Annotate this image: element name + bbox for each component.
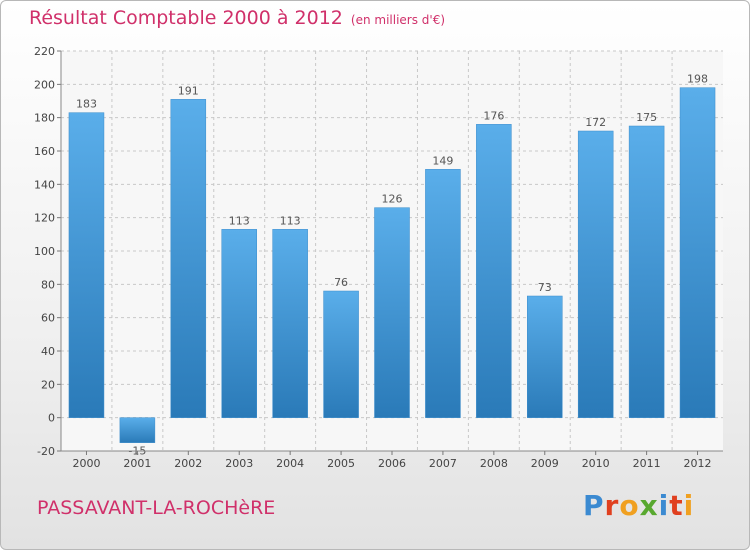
bar xyxy=(476,124,512,418)
x-tick-label: 2000 xyxy=(72,457,100,470)
data-label: 113 xyxy=(229,214,250,227)
y-tick-label: 180 xyxy=(34,112,55,125)
chart-title: Résultat Comptable 2000 à 2012 (en millie… xyxy=(29,7,445,29)
y-tick-label: 0 xyxy=(48,412,55,425)
x-tick-label: 2004 xyxy=(276,457,304,470)
logo-letter: t xyxy=(669,489,684,522)
y-tick-label: -20 xyxy=(37,445,55,458)
data-label: 76 xyxy=(334,276,348,289)
data-label: 149 xyxy=(432,154,453,167)
logo-letter: r xyxy=(604,489,620,522)
data-label: 73 xyxy=(538,281,552,294)
data-label: 183 xyxy=(76,98,97,111)
logo-letter: i xyxy=(683,489,695,522)
y-tick-label: 120 xyxy=(34,212,55,225)
axes: -20 0 20 40 60 80 100 120 140 160 180 200 220 2000 200… xyxy=(34,45,723,470)
y-tick-label: 40 xyxy=(41,345,55,358)
x-tick-label: 2012 xyxy=(684,457,712,470)
proxiti-logo: Proxiti xyxy=(583,489,694,522)
bar xyxy=(374,207,410,418)
bar xyxy=(527,295,563,418)
x-tick-label: 2010 xyxy=(582,457,610,470)
logo-letter: o xyxy=(619,489,640,522)
bar xyxy=(425,169,461,418)
y-tick-label: 200 xyxy=(34,78,55,91)
bar xyxy=(170,99,207,418)
bar xyxy=(221,229,257,418)
data-label: 176 xyxy=(483,109,504,122)
data-label: 113 xyxy=(280,214,301,227)
x-tick-label: 2006 xyxy=(378,457,406,470)
bar xyxy=(577,130,614,418)
bars: 183-151911131137612614917673172175198 xyxy=(68,73,716,458)
x-tick-label: 2009 xyxy=(531,457,559,470)
logo-letter: i xyxy=(658,489,670,522)
x-tick-label: 2008 xyxy=(480,457,508,470)
logo-letter: P xyxy=(583,489,605,522)
x-tick-label: 2003 xyxy=(225,457,253,470)
data-label: 172 xyxy=(585,116,606,129)
data-label: 126 xyxy=(382,193,403,206)
bar xyxy=(323,290,359,418)
y-tick-label: 140 xyxy=(34,178,55,191)
y-tick-label: 60 xyxy=(41,312,55,325)
y-tick-label: 160 xyxy=(34,145,55,158)
x-tick-label: 2011 xyxy=(633,457,661,470)
data-label: 198 xyxy=(687,73,708,86)
bar xyxy=(628,125,665,418)
data-label: 175 xyxy=(636,111,657,124)
bar xyxy=(68,112,105,418)
title-unit: (en milliers d'€) xyxy=(350,13,446,27)
location-name: PASSAVANT-LA-ROCHèRE xyxy=(37,497,276,519)
data-label: 191 xyxy=(178,84,199,97)
x-tick-label: 2001 xyxy=(123,457,151,470)
title-text: Résultat Comptable 2000 à 2012 xyxy=(29,7,343,29)
y-tick-label: 20 xyxy=(41,378,55,391)
logo-letter: x xyxy=(639,489,659,522)
bar xyxy=(679,87,716,418)
x-tick-label: 2002 xyxy=(174,457,202,470)
x-tick-label: 2005 xyxy=(327,457,355,470)
x-tick-label: 2007 xyxy=(429,457,457,470)
y-tick-label: 220 xyxy=(34,45,55,58)
y-tick-label: 80 xyxy=(41,278,55,291)
bar xyxy=(119,417,156,443)
bar xyxy=(272,229,308,418)
y-tick-label: 100 xyxy=(34,245,55,258)
